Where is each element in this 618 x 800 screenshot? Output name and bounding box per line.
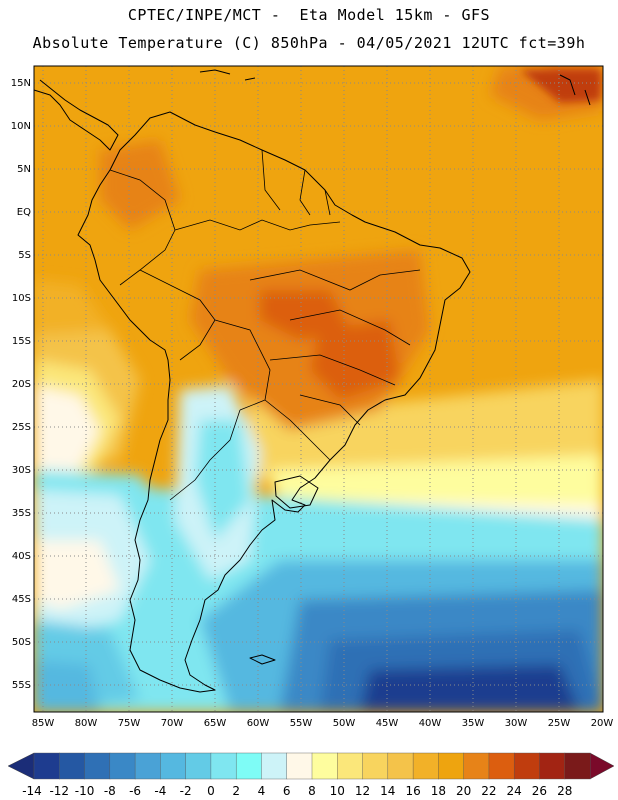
lat-label: 10N xyxy=(11,121,31,132)
coastlines xyxy=(33,69,591,693)
latitude-labels: 15N 10N 5N EQ 5S 10S 15S 20S 25S 30S 35S 40S 45S 50S 5… xyxy=(11,78,31,691)
colorbar-swatch xyxy=(488,752,515,780)
colorbar-swatch xyxy=(185,752,212,780)
lon-label: 25W xyxy=(548,718,571,729)
colorbar-swatch xyxy=(33,752,60,780)
colorbar-label: 24 xyxy=(507,784,522,798)
temperature-field xyxy=(34,66,603,712)
lon-label: 45W xyxy=(376,718,399,729)
colorbar-swatch xyxy=(84,752,111,780)
colorbar-label: 12 xyxy=(355,784,370,798)
colorbar-label: 22 xyxy=(481,784,496,798)
colorbar xyxy=(7,752,615,780)
lat-label: 30S xyxy=(12,465,31,476)
colorbar-swatch xyxy=(59,752,86,780)
lon-label: 40W xyxy=(419,718,442,729)
colorbar-label: 14 xyxy=(380,784,395,798)
colorbar-right-arrow xyxy=(589,752,615,780)
colorbar-label: 16 xyxy=(405,784,420,798)
lat-label: 20S xyxy=(12,379,31,390)
lon-label: 20W xyxy=(591,718,614,729)
caribbean-islands xyxy=(199,69,591,106)
lat-label: 5N xyxy=(17,164,31,175)
colorbar-swatch xyxy=(412,752,439,780)
central-america-coastline xyxy=(33,79,119,151)
colorbar-left-arrow xyxy=(7,752,35,780)
colorbar-swatch xyxy=(286,752,313,780)
lat-label: 5S xyxy=(18,250,31,261)
colorbar-label: -10 xyxy=(75,784,95,798)
colorbar-label: -6 xyxy=(129,784,141,798)
colorbar-swatch xyxy=(160,752,187,780)
lat-label: 45S xyxy=(12,594,31,605)
lat-label: 25S xyxy=(12,422,31,433)
colorbar-swatch xyxy=(311,752,338,780)
colorbar-swatch xyxy=(109,752,136,780)
colorbar-swatch xyxy=(463,752,490,780)
country-borders xyxy=(109,149,421,501)
lon-label: 85W xyxy=(32,718,55,729)
lon-label: 30W xyxy=(505,718,528,729)
lat-label: EQ xyxy=(17,207,31,218)
lat-label: 50S xyxy=(12,637,31,648)
lon-label: 60W xyxy=(247,718,270,729)
lon-label: 50W xyxy=(333,718,356,729)
colorbar-label: -2 xyxy=(180,784,192,798)
colorbar-label: 2 xyxy=(232,784,240,798)
plot-frame xyxy=(33,65,604,713)
lon-label: 70W xyxy=(161,718,184,729)
colorbar-swatch xyxy=(134,752,161,780)
map-grid xyxy=(34,66,603,712)
colorbar-swatch xyxy=(362,752,389,780)
colorbar-label: 0 xyxy=(207,784,215,798)
lat-label: 15N xyxy=(11,78,31,89)
chart-title-line2: Absolute Temperature (C) 850hPa - 04/05/… xyxy=(32,34,586,52)
lon-label: 35W xyxy=(462,718,485,729)
colorbar-label: -8 xyxy=(104,784,116,798)
lat-label: 15S xyxy=(12,336,31,347)
colorbar-swatch xyxy=(235,752,262,780)
colorbar-swatch xyxy=(564,752,591,780)
lon-label: 65W xyxy=(204,718,227,729)
lat-label: 55S xyxy=(12,680,31,691)
lat-label: 35S xyxy=(12,508,31,519)
uruguay-lagoon xyxy=(274,475,319,509)
colorbar-label: 28 xyxy=(557,784,572,798)
colorbar-swatch xyxy=(438,752,465,780)
colorbar-swatch xyxy=(513,752,540,780)
lat-label: 10S xyxy=(12,293,31,304)
colorbar-swatch xyxy=(261,752,288,780)
colorbar-swatch xyxy=(539,752,566,780)
colorbar-label: 10 xyxy=(330,784,345,798)
colorbar-label: -14 xyxy=(22,784,42,798)
lon-label: 75W xyxy=(118,718,141,729)
colorbar-label: -12 xyxy=(49,784,69,798)
colorbar-swatch xyxy=(387,752,414,780)
colorbar-label: 20 xyxy=(456,784,471,798)
south-america-coastline xyxy=(77,111,471,693)
colorbar-label: 8 xyxy=(308,784,316,798)
lon-label: 80W xyxy=(75,718,98,729)
colorbar-labels: -14 -12 -10 -8 -6 -4 -2 0 2 4 6 8 10 12 14 16 18 20 22 24 26… xyxy=(22,784,572,798)
falkland-islands xyxy=(249,654,276,665)
colorbar-label: 4 xyxy=(258,784,266,798)
chart-title-line1: CPTEC/INPE/MCT - Eta Model 15km - GFS xyxy=(127,6,491,24)
colorbar-swatch xyxy=(210,752,237,780)
colorbar-label: -4 xyxy=(154,784,166,798)
lon-label: 55W xyxy=(290,718,313,729)
colorbar-label: 18 xyxy=(431,784,446,798)
colorbar-label: 26 xyxy=(532,784,547,798)
lat-label: 40S xyxy=(12,551,31,562)
colorbar-swatch xyxy=(337,752,364,780)
colorbar-label: 6 xyxy=(283,784,291,798)
longitude-labels: 85W 80W 75W 70W 65W 60W 55W 50W 45W 40W 35W 30W 25W 2… xyxy=(32,718,614,729)
